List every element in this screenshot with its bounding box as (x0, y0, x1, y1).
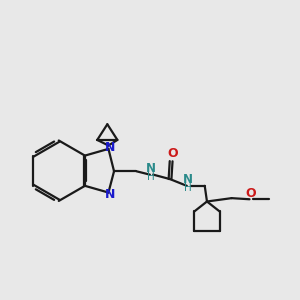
Text: N: N (183, 173, 193, 186)
Text: O: O (167, 147, 178, 160)
Text: H: H (184, 183, 192, 193)
Text: N: N (146, 162, 156, 175)
Text: H: H (147, 172, 155, 182)
Text: O: O (245, 187, 256, 200)
Text: N: N (104, 188, 115, 201)
Text: N: N (104, 141, 115, 154)
